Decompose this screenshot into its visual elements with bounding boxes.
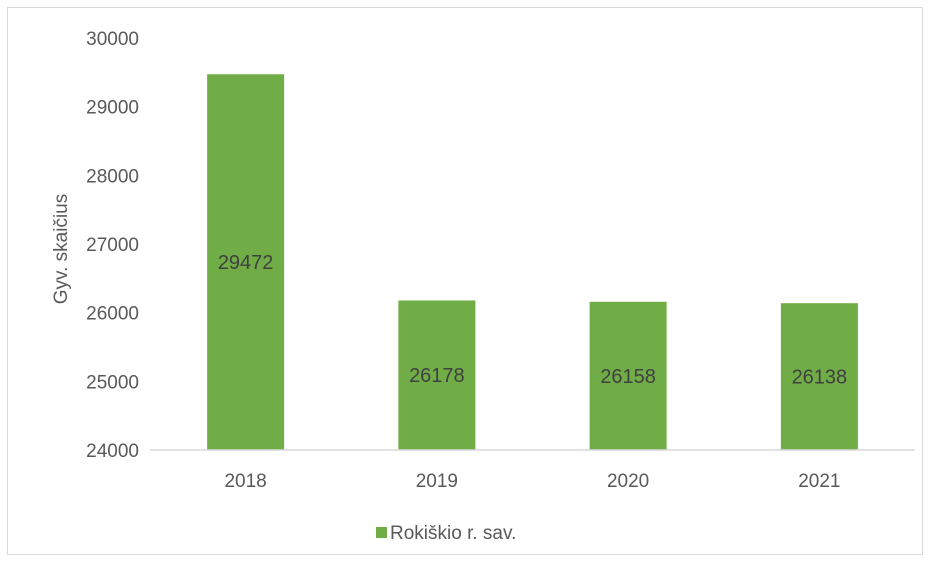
legend: Rokiškio r. sav. [376, 523, 516, 544]
y-axis-ticks: 24000 25000 26000 27000 28000 29000 30000 [86, 29, 139, 462]
y-tick-label: 24000 [86, 441, 139, 462]
y-tick-label: 30000 [86, 29, 139, 50]
bar-2019 [398, 300, 476, 450]
data-label-2018: 29472 [218, 252, 274, 274]
data-label-2019: 26178 [409, 365, 465, 387]
chart-frame [7, 7, 923, 555]
x-axis-ticks: 2018 2019 2020 2021 [224, 471, 840, 492]
y-tick-label: 25000 [86, 372, 139, 393]
x-tick-label-2019: 2019 [416, 471, 458, 492]
bar-2020 [589, 301, 667, 450]
legend-swatch [376, 527, 387, 538]
y-tick-label: 27000 [86, 235, 139, 256]
bar-2018 [207, 74, 285, 451]
y-tick-label: 26000 [86, 304, 139, 325]
bars [207, 74, 858, 451]
x-tick-label-2021: 2021 [798, 471, 840, 492]
bar-data-labels: 29472 26178 26158 26138 [218, 252, 847, 388]
y-tick-label: 29000 [86, 98, 139, 119]
data-label-2021: 26138 [792, 367, 848, 389]
x-tick-label-2018: 2018 [224, 471, 266, 492]
legend-label-rokiskio: Rokiškio r. sav. [390, 523, 516, 544]
y-axis-title: Gyv. skaičius [51, 194, 72, 305]
x-tick-label-2020: 2020 [607, 471, 649, 492]
data-label-2020: 26158 [600, 366, 656, 388]
bar-2021 [780, 303, 858, 450]
y-tick-label: 28000 [86, 166, 139, 187]
